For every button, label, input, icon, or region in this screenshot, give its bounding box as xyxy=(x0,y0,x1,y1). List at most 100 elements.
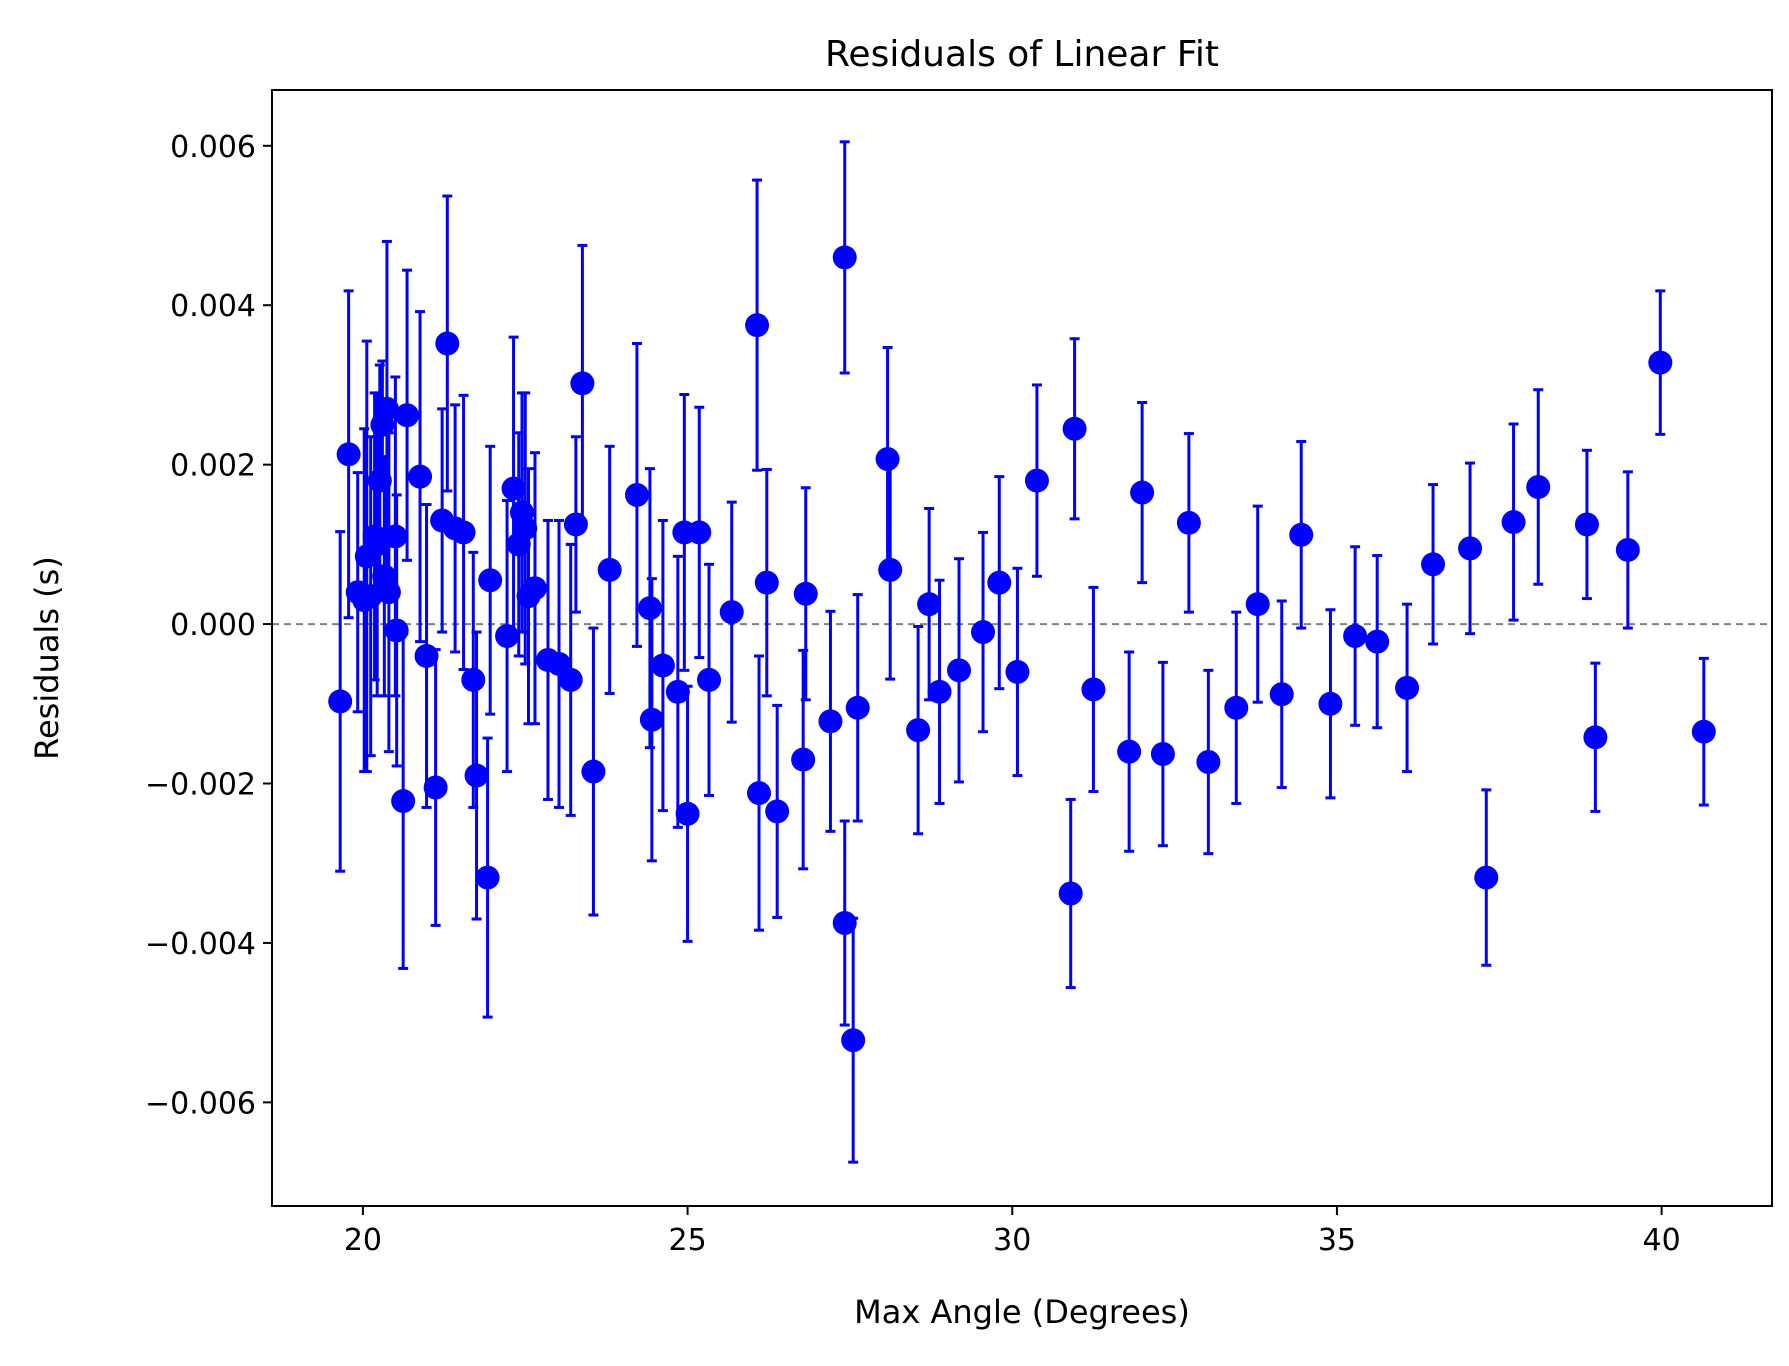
data-point xyxy=(1130,480,1155,505)
data-point xyxy=(1501,510,1526,535)
data-point xyxy=(878,557,903,582)
data-point xyxy=(987,570,1012,595)
data-point xyxy=(1058,881,1083,906)
data-point xyxy=(675,801,700,826)
data-point xyxy=(906,718,931,743)
y-tick-label: 0.002 xyxy=(170,449,256,484)
x-tick-label: 40 xyxy=(1643,1223,1681,1258)
data-point xyxy=(1005,659,1030,684)
data-point xyxy=(687,520,712,545)
y-tick-label: 0.004 xyxy=(170,289,256,324)
data-point xyxy=(650,653,675,678)
data-point xyxy=(513,516,538,541)
data-point xyxy=(1365,629,1390,654)
data-point xyxy=(478,568,503,593)
x-tick-label: 20 xyxy=(344,1223,382,1258)
data-point xyxy=(328,689,353,714)
y-tick-label: −0.004 xyxy=(145,927,256,962)
y-tick-label: 0.006 xyxy=(170,130,256,165)
data-point xyxy=(414,643,439,668)
data-point xyxy=(745,313,770,338)
data-point xyxy=(1269,682,1294,707)
data-point xyxy=(395,403,420,428)
data-point xyxy=(1176,510,1201,535)
data-point xyxy=(435,331,460,356)
plot-area: 20 25 30 35 40 −0.006 −0.004 −0.002 0.000 0.002 0.… xyxy=(145,130,1772,1258)
data-point xyxy=(639,707,664,732)
data-point xyxy=(1343,624,1368,649)
data-point xyxy=(832,911,857,936)
data-point xyxy=(1583,725,1608,750)
data-point xyxy=(1526,474,1551,499)
data-point xyxy=(1062,416,1087,441)
data-point xyxy=(570,371,595,396)
data-point xyxy=(1196,749,1221,774)
data-point xyxy=(1574,512,1599,537)
x-tick-label: 35 xyxy=(1318,1223,1356,1258)
x-axis-label: Max Angle (Degrees) xyxy=(854,1293,1190,1331)
y-tick-label: −0.002 xyxy=(145,768,256,803)
data-point xyxy=(1224,695,1249,720)
data-point xyxy=(1245,592,1270,617)
data-point xyxy=(358,584,383,609)
data-point xyxy=(408,464,433,489)
data-point xyxy=(637,596,662,621)
data-point xyxy=(365,532,390,557)
data-point xyxy=(791,747,816,772)
data-point xyxy=(384,618,409,643)
data-point xyxy=(1318,691,1343,716)
data-point xyxy=(597,557,622,582)
data-point xyxy=(1474,865,1499,890)
x-tick-label: 25 xyxy=(668,1223,706,1258)
chart-title: Residuals of Linear Fit xyxy=(825,34,1219,75)
data-point xyxy=(336,442,361,467)
data-point xyxy=(665,679,690,704)
data-point xyxy=(451,520,476,545)
data-point xyxy=(1117,739,1142,764)
data-point xyxy=(367,468,392,493)
data-point xyxy=(383,524,408,549)
data-point xyxy=(947,658,972,683)
data-point xyxy=(917,592,942,617)
y-axis-label: Residuals (s) xyxy=(28,556,66,760)
plot-frame xyxy=(271,89,1773,1207)
data-point xyxy=(501,476,526,501)
data-point xyxy=(1150,742,1175,767)
data-point xyxy=(841,1028,866,1053)
data-point xyxy=(1615,537,1640,562)
data-point xyxy=(464,763,489,788)
data-point xyxy=(832,245,857,270)
data-point xyxy=(719,600,744,625)
data-point xyxy=(374,396,399,421)
y-tick-label: 0.000 xyxy=(170,608,256,643)
data-point xyxy=(1648,350,1673,375)
data-point xyxy=(875,447,900,472)
data-point xyxy=(1395,675,1420,700)
data-point xyxy=(747,781,772,806)
data-point xyxy=(495,624,520,649)
data-point xyxy=(1691,719,1716,744)
data-point xyxy=(927,679,952,704)
x-tick-label: 30 xyxy=(993,1223,1031,1258)
data-point xyxy=(581,759,606,784)
data-point xyxy=(1289,522,1314,547)
data-point xyxy=(971,620,996,645)
data-point xyxy=(1421,552,1446,577)
data-point xyxy=(461,667,486,692)
data-point xyxy=(818,709,843,734)
data-point xyxy=(423,775,448,800)
data-point xyxy=(522,576,547,601)
data-point xyxy=(563,512,588,537)
data-point xyxy=(558,667,583,692)
data-point xyxy=(624,482,649,507)
data-point xyxy=(391,789,416,814)
data-point xyxy=(1024,468,1049,493)
data-point xyxy=(845,695,870,720)
data-point xyxy=(697,667,722,692)
data-point xyxy=(1081,677,1106,702)
data-point xyxy=(793,581,818,606)
y-tick-label: −0.006 xyxy=(145,1086,256,1121)
data-point xyxy=(1458,536,1483,561)
